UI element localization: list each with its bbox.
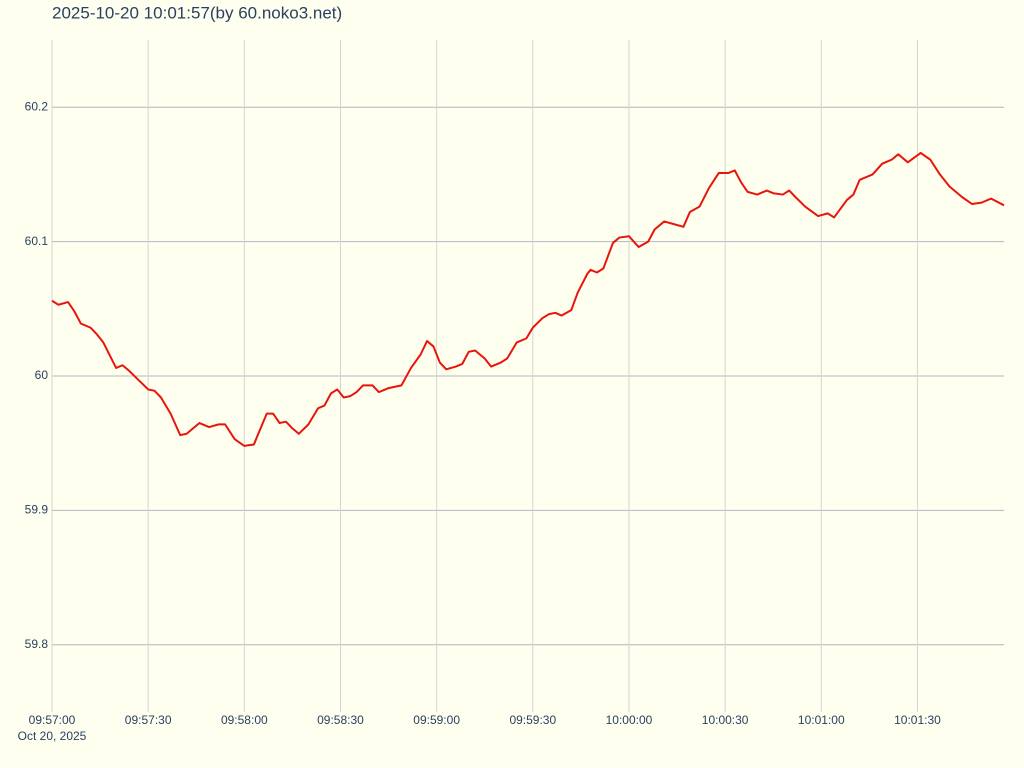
x-tick-label: 10:00:00 [606,713,653,727]
y-tick-label: 59.8 [25,637,49,651]
chart-title: 2025-10-20 10:01:57(by 60.noko3.net) [52,3,342,22]
x-tick-label: 09:58:00 [221,713,268,727]
x-tick-label: 10:01:30 [894,713,941,727]
x-tick-label: 09:59:30 [509,713,556,727]
y-tick-label: 60.1 [25,234,49,248]
x-tick-label: 09:58:30 [317,713,364,727]
y-tick-label: 60 [35,368,49,382]
x-tick-label: 09:57:30 [125,713,172,727]
x-date-label: Oct 20, 2025 [18,729,87,743]
y-tick-label: 60.2 [25,99,49,113]
y-tick-label: 59.9 [25,503,49,517]
x-tick-label: 09:59:00 [413,713,460,727]
x-tick-label: 10:00:30 [702,713,749,727]
data-line [51,151,1005,447]
x-tick-label: 10:01:00 [798,713,845,727]
x-tick-label: 09:57:00 [29,713,76,727]
